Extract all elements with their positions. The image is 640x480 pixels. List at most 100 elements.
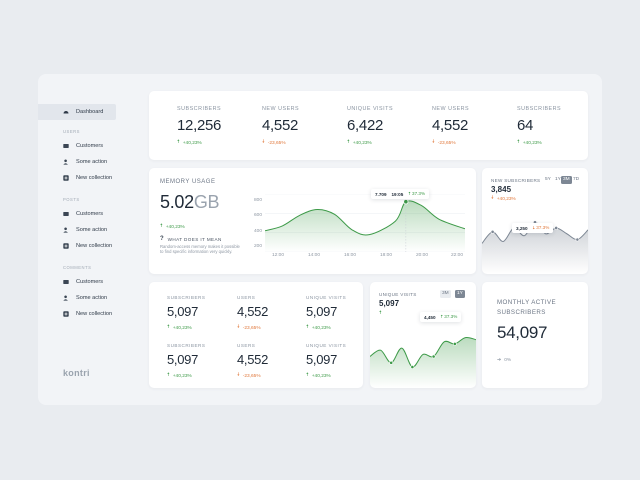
visits-line bbox=[370, 336, 476, 368]
y-tick: 600 bbox=[254, 213, 263, 218]
sidebar-item-label: Some action bbox=[76, 227, 108, 233]
range-3m[interactable]: 3M bbox=[561, 176, 572, 184]
sidebar-item-some-action[interactable]: Some action bbox=[38, 154, 116, 170]
data-point bbox=[452, 341, 457, 346]
plus-icon bbox=[63, 243, 69, 249]
grid-stats-card: SUBSCRIBERS 5,097 🠅 +40,23% USERS 4,552 🠇… bbox=[149, 282, 363, 388]
arrow-up-icon: 🠅 bbox=[160, 223, 163, 229]
subs-value: 3,845 bbox=[491, 185, 512, 194]
arrow-up-icon: 🠅 bbox=[517, 139, 520, 145]
stat-delta: 🠅 +40,23% bbox=[306, 324, 331, 331]
sidebar-item-label: Customers bbox=[76, 279, 104, 285]
arrow-down-icon: 🠇 bbox=[432, 139, 435, 145]
sidebar: Dashboard USERS Customers Some action Ne… bbox=[38, 74, 148, 405]
user-icon bbox=[63, 159, 69, 165]
memory-usage-card: MEMORY USAGE 5.02GB 🠅 +40,23% ? WHAT DOES… bbox=[149, 168, 476, 274]
x-tick: 12:00 bbox=[272, 253, 285, 258]
stat-value: 5,097 bbox=[306, 304, 338, 319]
stat-label: USERS bbox=[237, 295, 256, 300]
sidebar-item-some-action[interactable]: Some action bbox=[38, 222, 116, 238]
sidebar-item-label: Dashboard bbox=[76, 109, 104, 115]
sidebar-item-customers[interactable]: Customers bbox=[38, 274, 116, 290]
section-heading-posts: POSTS bbox=[63, 197, 80, 202]
monthly-active-card: MONTHLY ACTIVE SUBSCRIBERS 54,097 ➔ 0% bbox=[482, 282, 588, 388]
arrow-up-icon: 🠅 bbox=[379, 310, 382, 316]
brand-logo[interactable]: kontri bbox=[63, 368, 90, 378]
data-point bbox=[389, 360, 394, 365]
sidebar-item-label: New collection bbox=[76, 311, 113, 317]
stat-label: UNIQUE VISITS bbox=[306, 343, 347, 348]
new-subscribers-card: NEW SUBSCRIBERS 5Y 1Y 3M 7D 3,845 🠇 +40,2… bbox=[482, 168, 588, 274]
sidebar-item-dashboard[interactable]: Dashboard bbox=[38, 104, 116, 120]
stat-label: SUBSCRIBERS bbox=[177, 106, 222, 112]
y-tick: 400 bbox=[254, 229, 263, 234]
memory-delta: 🠅 +40,23% bbox=[160, 223, 185, 230]
y-tick: 200 bbox=[254, 244, 263, 249]
range-7d[interactable]: 7D bbox=[573, 177, 580, 182]
subscribers-chart bbox=[482, 220, 588, 274]
data-point bbox=[490, 229, 495, 234]
x-tick: 18:00 bbox=[380, 253, 393, 258]
sidebar-item-label: Customers bbox=[76, 211, 104, 217]
card-icon bbox=[63, 279, 69, 285]
arrow-up-icon: 🠅 bbox=[408, 191, 411, 196]
arrow-down-icon: 🠇 bbox=[237, 324, 240, 330]
stat-delta: 🠇 -23,65% bbox=[262, 139, 286, 146]
sidebar-item-new-collection[interactable]: New collection bbox=[38, 306, 116, 322]
plus-icon bbox=[63, 311, 69, 317]
memory-chart bbox=[265, 194, 465, 252]
section-heading-comments: COMMENTS bbox=[63, 265, 92, 270]
help-title: WHAT DOES IT MEAN bbox=[167, 236, 222, 242]
stat-delta: 🠅 +40,23% bbox=[177, 139, 202, 146]
monthly-value: 54,097 bbox=[497, 323, 548, 342]
arrow-down-icon: 🠇 bbox=[237, 372, 240, 378]
range-1y[interactable]: 1Y bbox=[555, 177, 561, 182]
stat-value: 5,097 bbox=[306, 352, 338, 367]
data-point bbox=[554, 226, 559, 230]
stat-delta: 🠅 +40,23% bbox=[347, 139, 372, 146]
x-tick: 14:00 bbox=[308, 253, 321, 258]
memory-area bbox=[265, 200, 465, 252]
card-title: MEMORY USAGE bbox=[160, 179, 216, 185]
help-row[interactable]: ? WHAT DOES IT MEAN bbox=[160, 236, 222, 242]
unique-visits-card: UNIQUE VISITS 3M 1Y 5,097 🠅 4,450 🠅 37.3% bbox=[370, 282, 476, 388]
arrow-up-icon: 🠅 bbox=[167, 372, 170, 378]
subs-delta: 🠇 +40,23% bbox=[491, 195, 516, 202]
stat-label: NEW USERS bbox=[262, 106, 300, 112]
arrow-up-icon: 🠅 bbox=[167, 324, 170, 330]
range-3m[interactable]: 3M bbox=[440, 290, 451, 298]
stat-value: 4,552 bbox=[237, 352, 269, 367]
card-icon bbox=[63, 143, 69, 149]
card-title: NEW SUBSCRIBERS bbox=[491, 178, 541, 183]
question-icon: ? bbox=[160, 236, 164, 242]
sidebar-item-new-collection[interactable]: New collection bbox=[38, 170, 116, 186]
stat-new-users: NEW USERS 4,552 🠇 -23,65% bbox=[262, 106, 299, 147]
arrow-right-icon: ➔ bbox=[497, 357, 502, 363]
stat-label: SUBSCRIBERS bbox=[167, 295, 206, 300]
grid-stat: UNIQUE VISITS 5,097 🠅 +40,23% bbox=[306, 343, 346, 380]
data-point bbox=[431, 354, 436, 359]
range-5y[interactable]: 5Y bbox=[545, 177, 551, 182]
stat-unique-visits: UNIQUE VISITS 6,422 🠅 +40,23% bbox=[347, 106, 393, 147]
arrow-up-icon: 🠅 bbox=[306, 324, 309, 330]
range-1y[interactable]: 1Y bbox=[455, 290, 465, 298]
x-tick: 20:00 bbox=[416, 253, 429, 258]
stat-delta: 🠇 -23,65% bbox=[432, 139, 456, 146]
arrow-up-icon: 🠅 bbox=[440, 314, 444, 319]
arrow-up-icon: 🠅 bbox=[306, 372, 309, 378]
sidebar-item-customers[interactable]: Customers bbox=[38, 138, 116, 154]
sidebar-item-new-collection[interactable]: New collection bbox=[38, 238, 116, 254]
sidebar-item-label: New collection bbox=[76, 175, 113, 181]
sidebar-item-customers[interactable]: Customers bbox=[38, 206, 116, 222]
card-title: UNIQUE VISITS bbox=[379, 292, 417, 297]
data-point bbox=[575, 237, 580, 242]
subs-tooltip: 3,250 🠇 37.3% bbox=[512, 223, 554, 233]
stat-value: 64 bbox=[517, 117, 534, 134]
sidebar-item-some-action[interactable]: Some action bbox=[38, 290, 116, 306]
stat-delta: 🠅 +40,23% bbox=[167, 372, 192, 379]
visits-area bbox=[370, 337, 476, 388]
grid-stat: USERS 4,552 🠇 -23,65% bbox=[237, 343, 268, 380]
help-text: Random-access memory makes it possible t… bbox=[160, 244, 240, 255]
arrow-down-icon: 🠇 bbox=[532, 225, 536, 230]
user-icon bbox=[63, 227, 69, 233]
